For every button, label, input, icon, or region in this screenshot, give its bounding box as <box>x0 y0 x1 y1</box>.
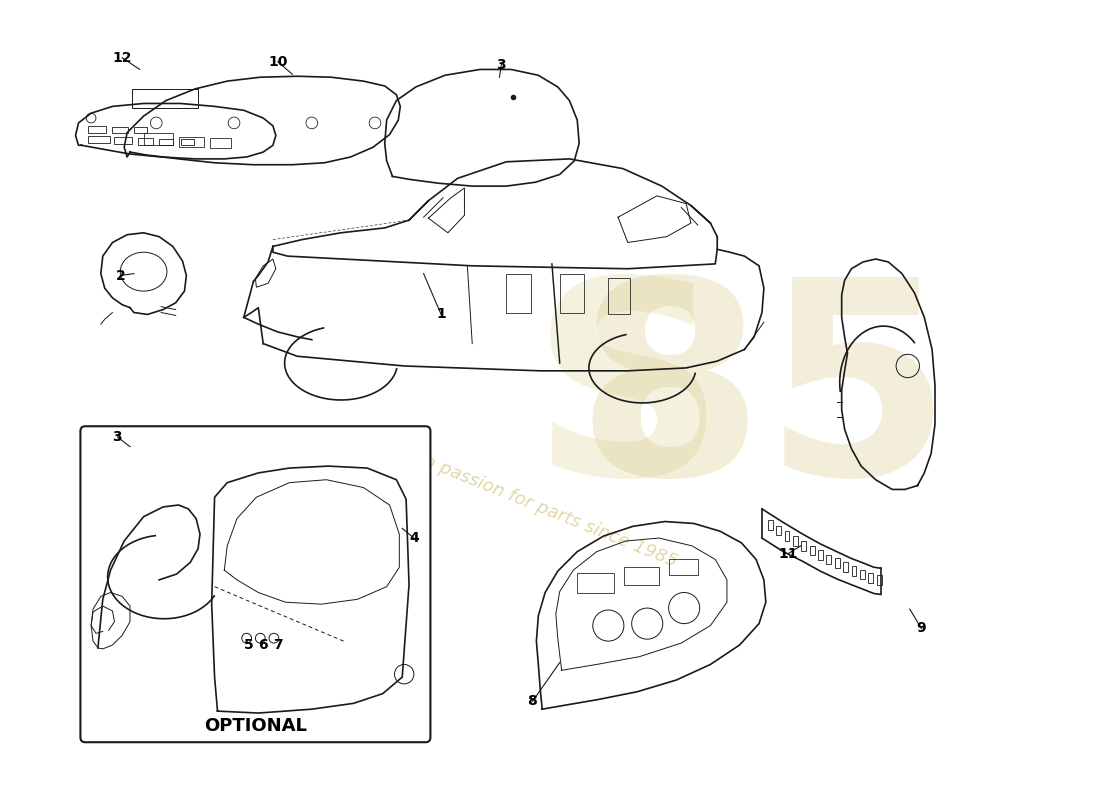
Bar <box>844 562 848 572</box>
Bar <box>835 558 839 568</box>
Bar <box>608 278 629 314</box>
Bar <box>868 573 873 582</box>
Bar <box>793 536 798 546</box>
Bar <box>777 526 781 535</box>
Bar <box>784 531 790 541</box>
Bar <box>877 575 881 585</box>
Text: 12: 12 <box>112 50 132 65</box>
Bar <box>768 520 772 530</box>
Bar <box>578 573 614 593</box>
Bar <box>810 546 814 555</box>
Bar <box>88 135 110 143</box>
Bar <box>624 567 659 585</box>
FancyBboxPatch shape <box>80 426 430 742</box>
Bar <box>88 126 106 133</box>
Text: 5: 5 <box>244 638 253 652</box>
Text: 11: 11 <box>779 546 798 561</box>
Text: 7: 7 <box>273 638 283 652</box>
Bar <box>180 139 195 146</box>
Bar <box>506 274 530 313</box>
Bar <box>134 127 147 133</box>
Bar <box>132 89 198 108</box>
Bar <box>114 138 132 144</box>
Bar <box>818 550 823 560</box>
Text: 3: 3 <box>496 58 506 71</box>
Text: 1: 1 <box>437 307 446 322</box>
Text: 2: 2 <box>116 269 125 282</box>
Bar <box>160 139 173 146</box>
Text: 4: 4 <box>409 531 419 545</box>
Bar <box>178 137 204 147</box>
Text: 10: 10 <box>268 54 287 69</box>
Text: 85: 85 <box>575 269 953 531</box>
Bar <box>801 541 806 550</box>
Bar <box>138 138 153 146</box>
Bar <box>860 570 865 579</box>
Bar <box>210 138 231 148</box>
Bar <box>144 133 173 146</box>
Bar <box>112 127 128 133</box>
Text: 6: 6 <box>258 638 268 652</box>
Bar <box>560 274 584 313</box>
Text: 8: 8 <box>528 694 538 708</box>
Bar <box>669 559 697 575</box>
Text: 3: 3 <box>112 430 122 444</box>
Bar <box>851 566 857 576</box>
Text: OPTIONAL: OPTIONAL <box>204 717 307 734</box>
Bar <box>826 554 832 564</box>
Text: 9: 9 <box>916 622 926 635</box>
Text: S: S <box>530 269 725 531</box>
Text: a passion for parts since 1985: a passion for parts since 1985 <box>420 452 680 571</box>
